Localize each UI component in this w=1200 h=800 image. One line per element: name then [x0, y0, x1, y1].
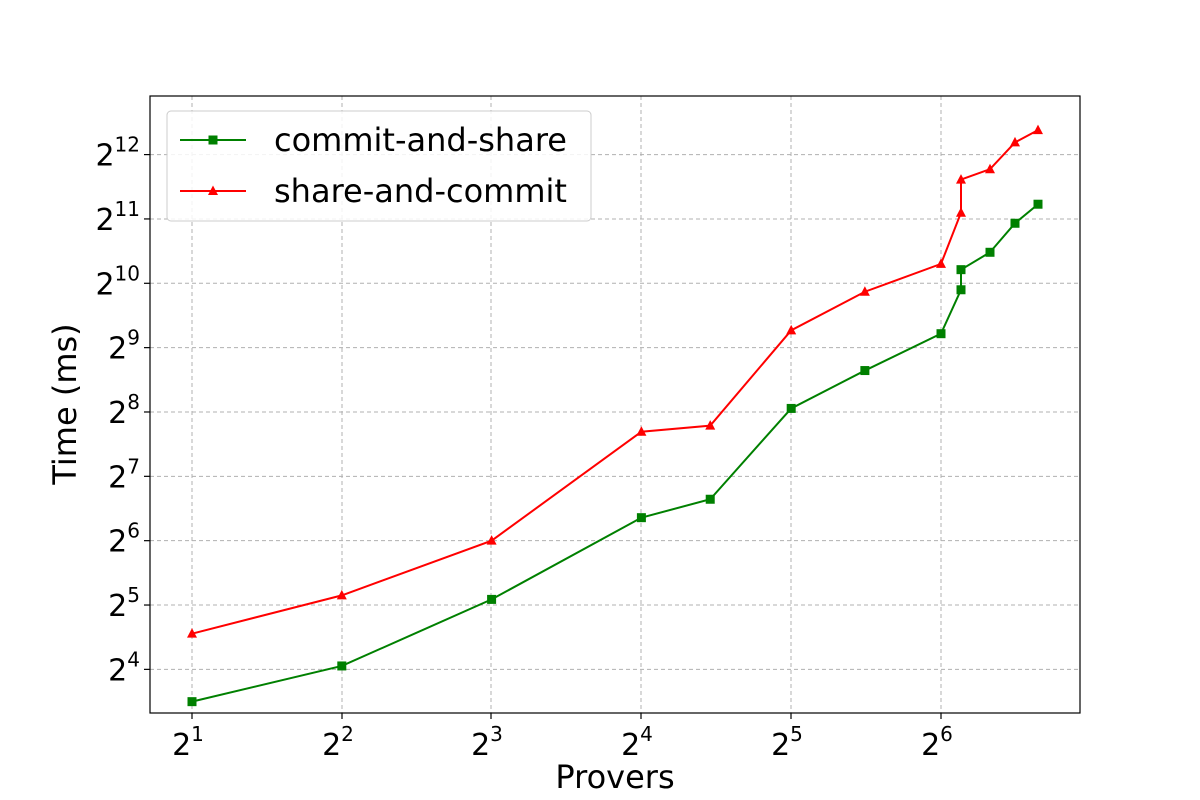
- y-tick-label: 29: [108, 326, 140, 367]
- data-point: [860, 366, 870, 376]
- legend-marker: [208, 185, 218, 195]
- x-axis-label: Provers: [555, 758, 674, 796]
- data-point: [1033, 199, 1043, 209]
- x-tick-label: 21: [172, 722, 204, 763]
- data-point: [705, 494, 715, 504]
- legend-entry: commit-and-share: [180, 121, 567, 159]
- x-tick-label: 25: [771, 722, 803, 763]
- plot-area-frame: [149, 95, 1081, 714]
- data-point: [636, 426, 647, 436]
- x-tick-label: 24: [621, 722, 653, 763]
- data-point: [487, 594, 497, 604]
- legend-frame: [166, 110, 592, 222]
- data-point: [956, 265, 966, 275]
- y-tick-label: 27: [108, 454, 140, 495]
- data-point: [1010, 218, 1020, 228]
- legend-marker: [208, 135, 218, 145]
- data-point: [187, 628, 197, 638]
- y-tick-label: 25: [108, 583, 140, 624]
- data-point: [486, 535, 497, 545]
- y-tick-label: 28: [108, 390, 140, 431]
- data-point: [956, 207, 966, 217]
- legend: commit-and-share share-and-commit: [166, 110, 592, 222]
- data-point: [337, 661, 347, 671]
- series-line: [191, 203, 1039, 703]
- data-point: [985, 247, 995, 257]
- x-tick-label: 26: [921, 722, 953, 763]
- x-tick-label: 23: [471, 722, 503, 763]
- data-point: [705, 420, 716, 430]
- data-point: [936, 258, 946, 268]
- y-tick-label: 210: [95, 261, 140, 302]
- grid: [150, 96, 1080, 713]
- y-tick-label: 26: [108, 519, 140, 560]
- data-point: [1010, 136, 1020, 147]
- y-tick-label: 212: [95, 133, 140, 174]
- data-point: [187, 697, 197, 707]
- series-commit-and-share: [187, 199, 1043, 707]
- data-point: [1033, 124, 1043, 135]
- data-point: [859, 286, 870, 296]
- y-tick-label: 24: [108, 647, 140, 688]
- x-tick-label: 22: [322, 722, 354, 763]
- data-point: [985, 163, 995, 174]
- y-axis-ticks: 24 25 26 27 28 29 210 211 212: [95, 133, 150, 688]
- series-share-and-commit: [187, 124, 1043, 638]
- legend-entry: share-and-commit: [180, 172, 567, 210]
- x-axis-ticks: 21 22 23 24 25 26: [172, 713, 953, 763]
- data-point: [336, 589, 347, 600]
- data-point: [786, 403, 796, 413]
- y-tick-label: 211: [95, 197, 140, 238]
- legend-label: commit-and-share: [274, 121, 567, 159]
- data-point: [636, 513, 646, 523]
- legend-label: share-and-commit: [274, 172, 567, 210]
- data-point: [956, 174, 966, 184]
- y-axis-label: Time (ms): [46, 323, 84, 485]
- data-point: [956, 285, 966, 295]
- data-point: [786, 324, 797, 335]
- series-layer: [187, 124, 1043, 707]
- data-point: [936, 329, 946, 339]
